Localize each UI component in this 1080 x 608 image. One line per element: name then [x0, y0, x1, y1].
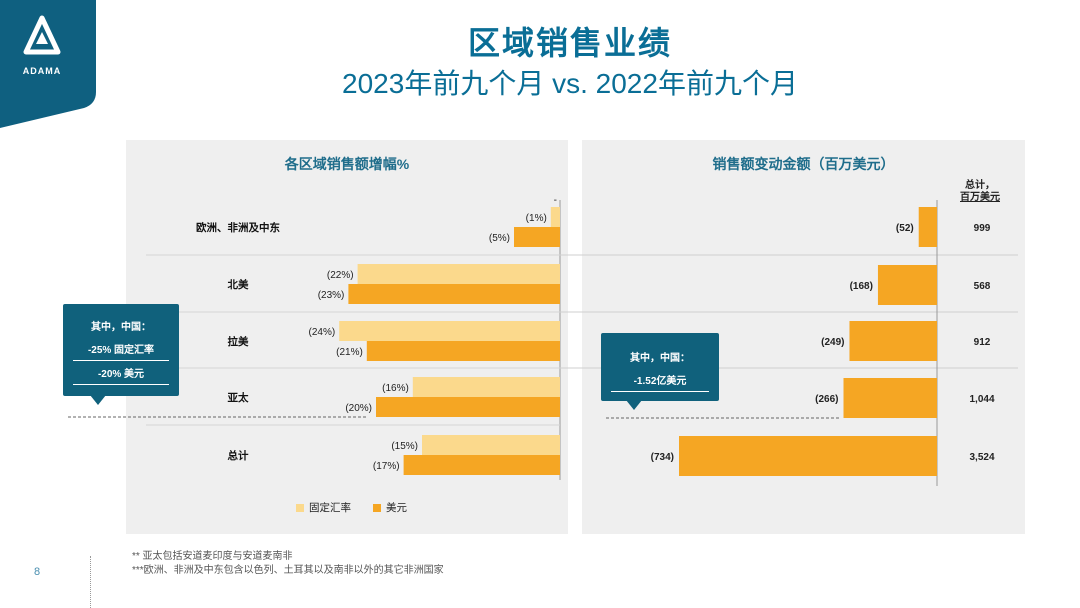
left-axis-tick: -: [554, 195, 557, 206]
bar-usd: [514, 227, 560, 247]
logo-icon: [23, 15, 61, 55]
right-chart-title: 销售额变动金额（百万美元）: [712, 156, 895, 172]
footnote-2: ***欧洲、非洲及中东包含以色列、土耳其以及南非以外的其它非洲国家: [132, 565, 444, 576]
category-label: 亚太: [228, 391, 249, 404]
data-label-change: (734): [651, 452, 674, 463]
footnote-1: ** 亚太包括安道麦印度与安道麦南非: [132, 551, 293, 562]
legend-label-fixed-fx: 固定汇率: [309, 502, 351, 514]
total-value: 3,524: [969, 452, 994, 463]
data-label-usd: (21%): [336, 347, 363, 358]
bar-usd: [348, 284, 560, 304]
callout-right-title: 其中，中国：: [630, 353, 690, 364]
china-callout-left: 其中，中国： -25% 固定汇率 -20% 美元: [63, 304, 179, 396]
total-value: 999: [974, 223, 991, 234]
total-value: 1,044: [969, 394, 994, 405]
bar-usd: [376, 397, 560, 417]
bar-fixed-fx: [357, 264, 560, 284]
total-value: 568: [974, 281, 991, 292]
legend-item-usd: 美元: [373, 500, 407, 515]
bar-change-usd: [877, 265, 937, 305]
callout-left-line1: -25% 固定汇率: [87, 345, 155, 356]
data-label-change: (249): [821, 337, 844, 348]
data-label-fixed-fx: (15%): [391, 441, 418, 452]
data-label-fixed-fx: (24%): [309, 327, 336, 338]
legend: 固定汇率 美元: [296, 500, 421, 515]
page-title: 区域销售业绩: [467, 25, 672, 61]
right-chart: (52) 999 (168) 568 (249) 912 (266) 1,044 (734) 3,…: [651, 200, 995, 486]
data-label-change: (168): [850, 281, 873, 292]
data-label-change: (52): [896, 223, 914, 234]
total-header-line2: 百万美元: [960, 192, 1000, 203]
legend-swatch-fixed-fx: [296, 503, 304, 512]
bar-change-usd: [849, 321, 937, 361]
left-chart: - 欧洲、非洲及中东 (1%) (5%) 北美 (22%) (23%) 拉美 (24%)(21%…: [146, 195, 1018, 480]
callout-left-title: 其中，中国：: [91, 322, 151, 333]
data-label-fixed-fx: (1%): [526, 213, 547, 224]
data-label-change: (266): [815, 394, 838, 405]
category-label: 北美: [228, 278, 249, 291]
bar-change-usd: [843, 378, 937, 418]
left-chart-title: 各区域销售额增幅%: [284, 156, 410, 172]
bar-fixed-fx: [422, 435, 560, 455]
logo-background: [0, 0, 96, 128]
bar-change-usd: [918, 207, 937, 247]
legend-swatch-usd: [373, 503, 381, 512]
data-label-usd: (5%): [489, 233, 510, 244]
legend-label-usd: 美元: [386, 502, 407, 514]
callout-left-line2: -20% 美元: [97, 369, 145, 380]
page-subtitle: 2023年前九个月 vs. 2022年前九个月: [342, 68, 798, 99]
total-header-line1: 总计，: [965, 180, 995, 191]
total-header: 总计， 百万美元: [950, 180, 1010, 204]
china-callout-right: 其中，中国： -1.52亿美元: [601, 333, 719, 401]
category-label: 总计: [228, 449, 249, 462]
bar-usd: [403, 455, 560, 475]
data-label-usd: (17%): [373, 461, 400, 472]
data-label-fixed-fx: (22%): [327, 270, 354, 281]
data-label-fixed-fx: (16%): [382, 383, 409, 394]
bar-fixed-fx: [339, 321, 560, 341]
callout-right-line1: -1.52亿美元: [633, 376, 687, 387]
logo-text: ADAMA: [22, 66, 62, 76]
data-label-usd: (20%): [345, 403, 372, 414]
total-value: 912: [974, 337, 991, 348]
category-label: 欧洲、非洲及中东: [196, 221, 280, 234]
bar-fixed-fx: [412, 377, 560, 397]
category-label: 拉美: [228, 335, 249, 348]
footer-divider: [90, 556, 91, 608]
bar-fixed-fx: [550, 207, 560, 227]
bar-change-usd: [679, 436, 937, 476]
bar-usd: [366, 341, 560, 361]
data-label-usd: (23%): [318, 290, 345, 301]
legend-item-fixed-fx: 固定汇率: [296, 500, 351, 515]
footnotes: ** 亚太包括安道麦印度与安道麦南非 ***欧洲、非洲及中东包含以色列、土耳其以…: [132, 550, 444, 578]
page-number: 8: [34, 566, 41, 578]
